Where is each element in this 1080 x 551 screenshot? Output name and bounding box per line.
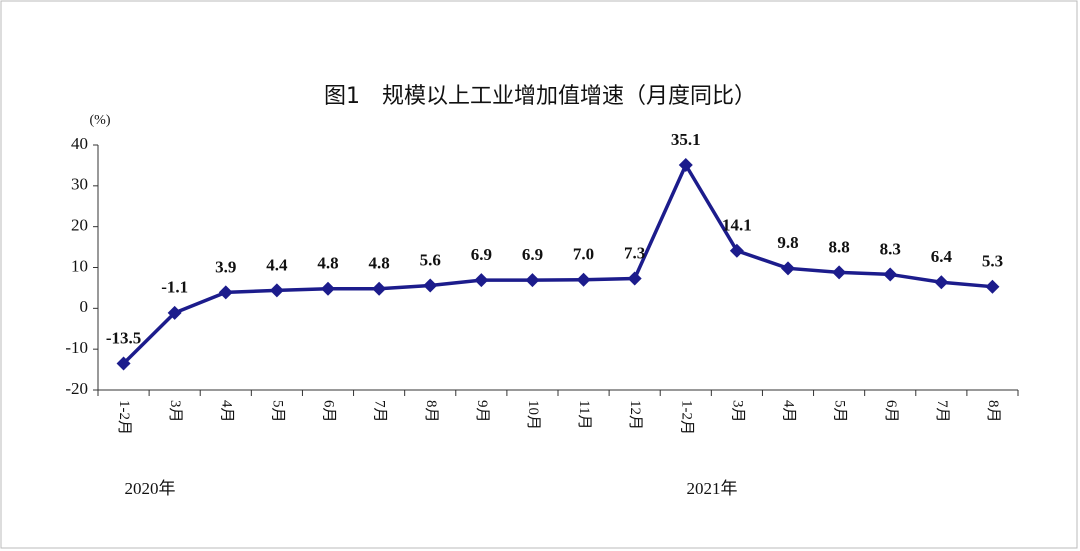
y-tick-label: 10	[71, 256, 88, 275]
y-tick-label: -20	[65, 379, 88, 398]
value-label: 6.4	[931, 247, 953, 266]
x-tick-label: 7月	[934, 400, 950, 423]
y-tick-label: 20	[71, 216, 88, 235]
x-tick-label: 3月	[167, 400, 183, 423]
y-unit: (%)	[90, 113, 111, 128]
x-tick-label: 6月	[321, 400, 337, 423]
value-label: 3.9	[215, 257, 236, 276]
value-label: -13.5	[106, 328, 141, 347]
x-tick-label: 8月	[423, 400, 439, 423]
marker	[423, 278, 438, 293]
x-tick-label: 4月	[781, 400, 797, 423]
x-tick-label: 8月	[985, 400, 1001, 423]
marker	[678, 158, 693, 173]
value-label: 35.1	[671, 130, 701, 149]
marker	[934, 275, 949, 290]
x-tick-label: 3月	[729, 400, 745, 423]
marker	[218, 285, 233, 300]
value-label: 8.3	[880, 239, 901, 258]
marker	[116, 356, 131, 371]
marker	[372, 281, 387, 296]
marker	[321, 281, 335, 296]
value-label: 14.1	[722, 216, 752, 235]
chart-title: 图1 规模以上工业增加值增速（月度同比）	[324, 84, 756, 109]
x-tick-label: 9月	[474, 400, 490, 423]
y-tick-label: 40	[71, 134, 88, 153]
marker	[474, 273, 489, 288]
x-tick-label: 10月	[525, 400, 541, 430]
x-tick-label: 12月	[627, 400, 643, 430]
value-label: 9.8	[777, 233, 798, 252]
marker	[269, 283, 284, 298]
value-label: 6.9	[522, 245, 543, 264]
value-label: 5.6	[420, 250, 441, 269]
y-tick-label: 30	[71, 175, 88, 194]
marker	[167, 305, 182, 320]
marker	[781, 261, 795, 276]
marker	[729, 243, 744, 258]
y-tick-label: 0	[80, 297, 89, 316]
x-tick-label: 1-2月	[678, 400, 694, 435]
marker	[627, 271, 642, 286]
line	[122, 161, 993, 365]
x-tick-label: 5月	[832, 400, 848, 423]
x-tick-label: 6月	[883, 400, 899, 423]
x-tick-label: 5月	[269, 400, 285, 423]
year-label: 2021年	[687, 479, 738, 498]
value-label: 5.3	[982, 252, 1003, 271]
x-tick-label: 4月	[218, 400, 234, 423]
year-label: 2020年	[125, 479, 176, 498]
value-label: 4.8	[368, 254, 389, 273]
value-label: 7.0	[573, 245, 594, 264]
value-label: 4.4	[266, 255, 288, 274]
x-tick-label: 11月	[576, 400, 592, 429]
value-label: 8.8	[828, 237, 849, 256]
x-tick-label: 7月	[372, 400, 388, 423]
y-tick-label: -10	[65, 338, 88, 357]
marker	[832, 265, 847, 280]
marker	[576, 272, 591, 287]
marker	[525, 273, 540, 288]
value-label: 6.9	[471, 245, 492, 264]
x-tick-label: 1-2月	[116, 400, 132, 435]
marker	[985, 279, 1000, 294]
value-label: 7.3	[624, 243, 645, 262]
marker	[883, 267, 898, 282]
value-label: -1.1	[161, 278, 188, 297]
value-label: 4.8	[317, 254, 338, 273]
